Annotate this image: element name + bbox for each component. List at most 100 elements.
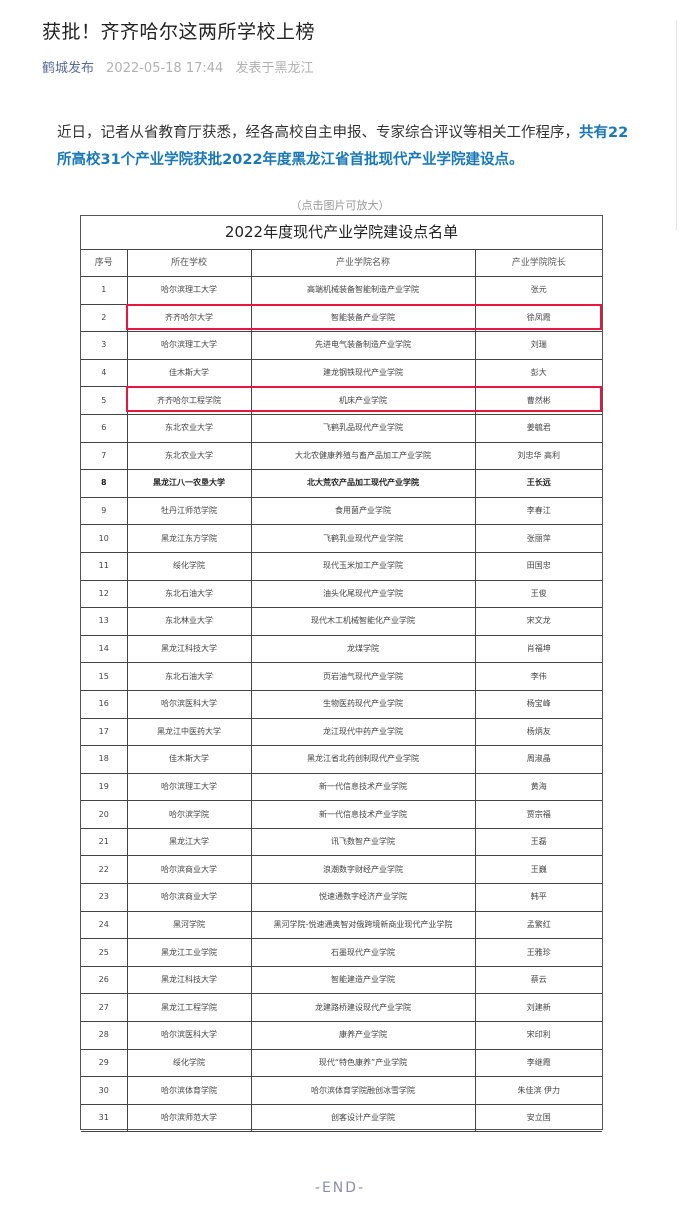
cell-college: 现代玉米加工产业学院 [250,551,476,581]
cell-index: 19 [81,772,128,802]
table-row: 22 哈尔滨商业大学 浪潮数字财经产业学院 王巍 [81,855,602,885]
cell-index: 1 [81,276,128,305]
cell-school: 黑龙江工业学院 [126,938,252,967]
highlight-box [126,386,602,413]
table-row: 24 黑河学院 黑河学院-悦速通奥智对俄跨境新商业现代产业学院 孟繁红 [81,910,602,940]
cell-index: 23 [81,883,128,912]
cell-index: 16 [81,689,128,719]
cell-dean: 李伟 [474,662,602,691]
cell-index: 17 [81,717,128,747]
cell-school: 绥化学院 [126,551,252,581]
cell-school: 绥化学院 [126,1048,252,1078]
cell-college: 现代“特色康养”产业学院 [250,1048,476,1078]
cell-dean: 王磊 [474,827,602,857]
cell-index: 22 [81,855,128,885]
cell-school: 东北林业大学 [126,607,252,636]
cell-dean: 李春江 [474,496,602,526]
cell-dean: 王雅珍 [474,938,602,967]
table-row: 13 东北林业大学 现代木工机械智能化产业学院 宋文龙 [81,607,602,636]
cell-index: 21 [81,827,128,857]
table-row: 25 黑龙江工业学院 石墨现代产业学院 王雅珍 [81,938,602,967]
author-link[interactable]: 鹤城发布 [42,61,95,76]
cell-index: 26 [81,965,128,995]
cell-school: 哈尔滨理工大学 [126,772,252,802]
table-row: 29 绥化学院 现代“特色康养”产业学院 李继霞 [81,1048,602,1078]
cell-index: 24 [81,910,128,940]
cell-index: 2 [81,303,128,333]
cell-dean: 李继霞 [474,1048,602,1078]
cell-college: 黑龙江省北药创制现代产业学院 [250,745,476,774]
table-row: 11 绥化学院 现代玉米加工产业学院 田国忠 [81,551,602,581]
table-row: 28 哈尔滨医科大学 康养产业学院 宋印利 [81,1021,602,1050]
cell-college: 北大荒农产品加工现代产业学院 [250,469,476,498]
cell-dean: 孟繁红 [474,910,602,940]
cell-college: 食用菌产业学院 [250,496,476,526]
cell-college: 建龙钢铁现代产业学院 [250,358,476,388]
header-dean: 产业学院院长 [474,250,602,277]
table-row: 15 东北石油大学 页岩油气现代产业学院 李伟 [81,662,602,691]
article-paragraph: 近日，记者从省教育厅获悉，经各高校自主申报、专家综合评议等相关工作程序，共有22… [57,120,637,174]
cell-college: 创客设计产业学院 [250,1103,476,1133]
cell-college: 石墨现代产业学院 [250,938,476,967]
table-row: 7 东北农业大学 大北农健康养殖与畜产品加工产业学院 刘忠华 高利 [81,441,602,471]
cell-college: 页岩油气现代产业学院 [250,662,476,691]
cell-index: 7 [81,441,128,471]
cell-college: 智能建造产业学院 [250,965,476,995]
cell-dean: 刘瑞 [474,331,602,360]
cell-school: 哈尔滨商业大学 [126,883,252,912]
cell-dean: 韩平 [474,883,602,912]
cell-school: 黑龙江大学 [126,827,252,857]
table-row: 3 哈尔滨理工大学 先进电气装备制造产业学院 刘瑞 [81,331,602,360]
cell-dean: 肖福坤 [474,634,602,664]
cell-school: 佳木斯大学 [126,745,252,774]
image-caption: （点击图片可放大） [290,199,390,212]
cell-index: 25 [81,938,128,967]
cell-index: 27 [81,993,128,1023]
cell-dean: 杨宝峰 [474,689,602,719]
cell-college: 现代木工机械智能化产业学院 [250,607,476,636]
table-row: 20 哈尔滨学院 新一代信息技术产业学院 贾宗福 [81,800,602,829]
cell-college: 油头化尾现代产业学院 [250,579,476,609]
table-row: 21 黑龙江大学 讯飞数智产业学院 王磊 [81,827,602,857]
cell-index: 3 [81,331,128,360]
cell-school: 黑河学院 [126,910,252,940]
cell-index: 8 [81,469,128,498]
cell-dean: 田国忠 [474,551,602,581]
cell-school: 哈尔滨商业大学 [126,855,252,885]
cell-school: 东北石油大学 [126,579,252,609]
cell-college: 龙江现代中药产业学院 [250,717,476,747]
table-row: 12 东北石油大学 油头化尾现代产业学院 王俊 [81,579,602,609]
cell-dean: 黄海 [474,772,602,802]
cell-dean: 安立国 [474,1103,602,1133]
cell-dean: 杨炳友 [474,717,602,747]
cell-dean: 王巍 [474,855,602,885]
list-table: 序号 所在学校 产业学院名称 产业学院院长 1 哈尔滨理工大学 高端机械装备智能制造… [81,250,602,1133]
cell-school: 黑龙江八一农垦大学 [126,469,252,498]
cell-school: 哈尔滨理工大学 [126,331,252,360]
cell-index: 12 [81,579,128,609]
list-table-image[interactable]: 2022年度现代产业学院建设点名单 序号 所在学校 产业学院名称 产业学院院长 … [80,215,603,1133]
table-row: 31 哈尔滨师范大学 创客设计产业学院 安立国 [81,1103,602,1133]
table-row: 9 牡丹江师范学院 食用菌产业学院 李春江 [81,496,602,526]
cell-school: 黑龙江工程学院 [126,993,252,1023]
cell-index: 9 [81,496,128,526]
cell-college: 讯飞数智产业学院 [250,827,476,857]
cell-college: 龙建路桥建设现代产业学院 [250,993,476,1023]
cell-school: 哈尔滨医科大学 [126,1021,252,1050]
publish-location: 发表于黑龙江 [235,61,314,76]
cell-index: 11 [81,551,128,581]
cell-dean: 曹然彬 [474,386,602,415]
cell-dean: 彭大 [474,358,602,388]
cell-college: 高端机械装备智能制造产业学院 [250,276,476,305]
table-row: 14 黑龙江科技大学 龙煤学院 肖福坤 [81,634,602,664]
cell-dean: 王俊 [474,579,602,609]
cell-index: 5 [81,386,128,415]
table-row: 23 哈尔滨商业大学 悦速通数字经济产业学院 韩平 [81,883,602,912]
table-row: 6 东北农业大学 飞鹤乳品现代产业学院 姜毓君 [81,413,602,443]
table-row: 4 佳木斯大学 建龙钢铁现代产业学院 彭大 [81,358,602,388]
cell-school: 东北农业大学 [126,413,252,443]
cell-dean: 张丽萍 [474,524,602,553]
table-row: 19 哈尔滨理工大学 新一代信息技术产业学院 黄海 [81,772,602,802]
cell-college: 浪潮数字财经产业学院 [250,855,476,885]
cell-college: 新一代信息技术产业学院 [250,800,476,829]
